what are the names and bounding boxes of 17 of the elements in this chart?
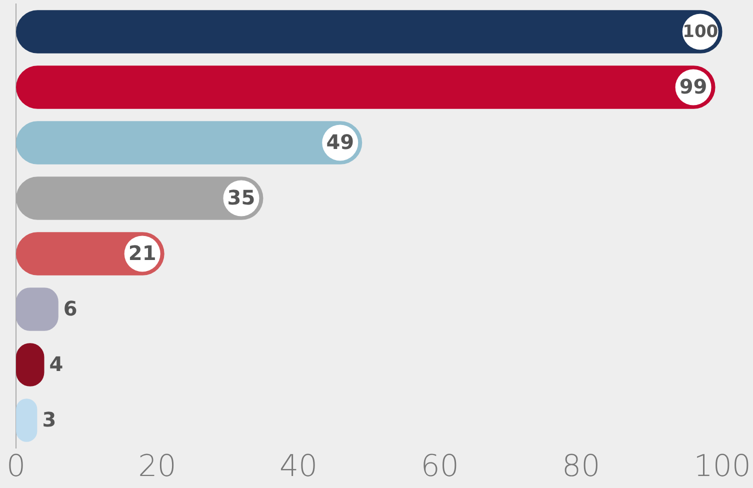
x-tick-label: 0 — [6, 448, 26, 484]
data-label: 99 — [679, 74, 708, 98]
bar — [16, 66, 716, 109]
data-label: 6 — [63, 296, 78, 320]
x-tick-label: 100 — [694, 448, 751, 484]
data-label: 35 — [227, 185, 256, 210]
data-label: 100 — [682, 22, 718, 42]
bar — [16, 121, 362, 164]
x-tick-label: 80 — [562, 448, 600, 484]
bar — [16, 10, 722, 54]
x-tick-label: 60 — [420, 448, 459, 484]
data-label: 49 — [326, 130, 354, 154]
x-tick-label: 20 — [138, 448, 176, 484]
x-tick-label: 40 — [279, 448, 318, 484]
data-label: 4 — [49, 352, 64, 376]
data-label: 21 — [128, 240, 156, 265]
data-label: 3 — [42, 407, 56, 432]
